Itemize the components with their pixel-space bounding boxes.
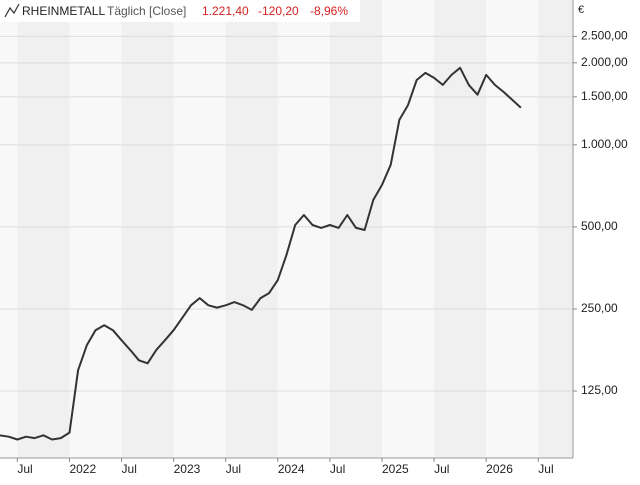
x-tick-label: Jul (17, 462, 32, 476)
header-box (0, 0, 360, 22)
band (538, 0, 573, 458)
band (434, 0, 487, 458)
x-tick-label: Jul (226, 462, 241, 476)
x-tick-label: 2026 (486, 462, 513, 476)
change-pct: -8,96% (310, 4, 348, 18)
y-tick-label: 125,00 (581, 383, 618, 397)
x-tick-label: Jul (538, 462, 553, 476)
symbol-name: RHEINMETALL (22, 4, 105, 18)
band (486, 0, 539, 458)
price-line (0, 66, 522, 441)
y-tick-label: 1.500,00 (581, 89, 628, 103)
x-tick-label: Jul (122, 462, 137, 476)
x-tick-label: 2025 (382, 462, 409, 476)
band (17, 0, 70, 458)
band (225, 0, 278, 458)
y-tick-label: 250,00 (581, 301, 618, 315)
x-tick-label: Jul (330, 462, 345, 476)
y-tick-label: 500,00 (581, 219, 618, 233)
x-tick-label: Jul (434, 462, 449, 476)
y-tick-label: 2.500,00 (581, 29, 628, 43)
y-tick-label: 1.000,00 (581, 137, 628, 151)
band (0, 0, 18, 458)
band (277, 0, 330, 458)
x-tick-label: 2023 (174, 462, 201, 476)
band (69, 0, 122, 458)
mode: Täglich [Close] (107, 4, 186, 18)
line-icon (4, 3, 20, 18)
bands (0, 0, 573, 458)
change: -120,20 (258, 4, 299, 18)
band (173, 0, 226, 458)
x-tick-label: 2024 (278, 462, 305, 476)
band (382, 0, 435, 458)
currency: € (578, 4, 584, 16)
last-price: 1.221,40 (202, 4, 249, 18)
band (121, 0, 174, 458)
band (329, 0, 382, 458)
y-tick-label: 2.000,00 (581, 55, 628, 69)
x-tick-label: 2022 (69, 462, 96, 476)
